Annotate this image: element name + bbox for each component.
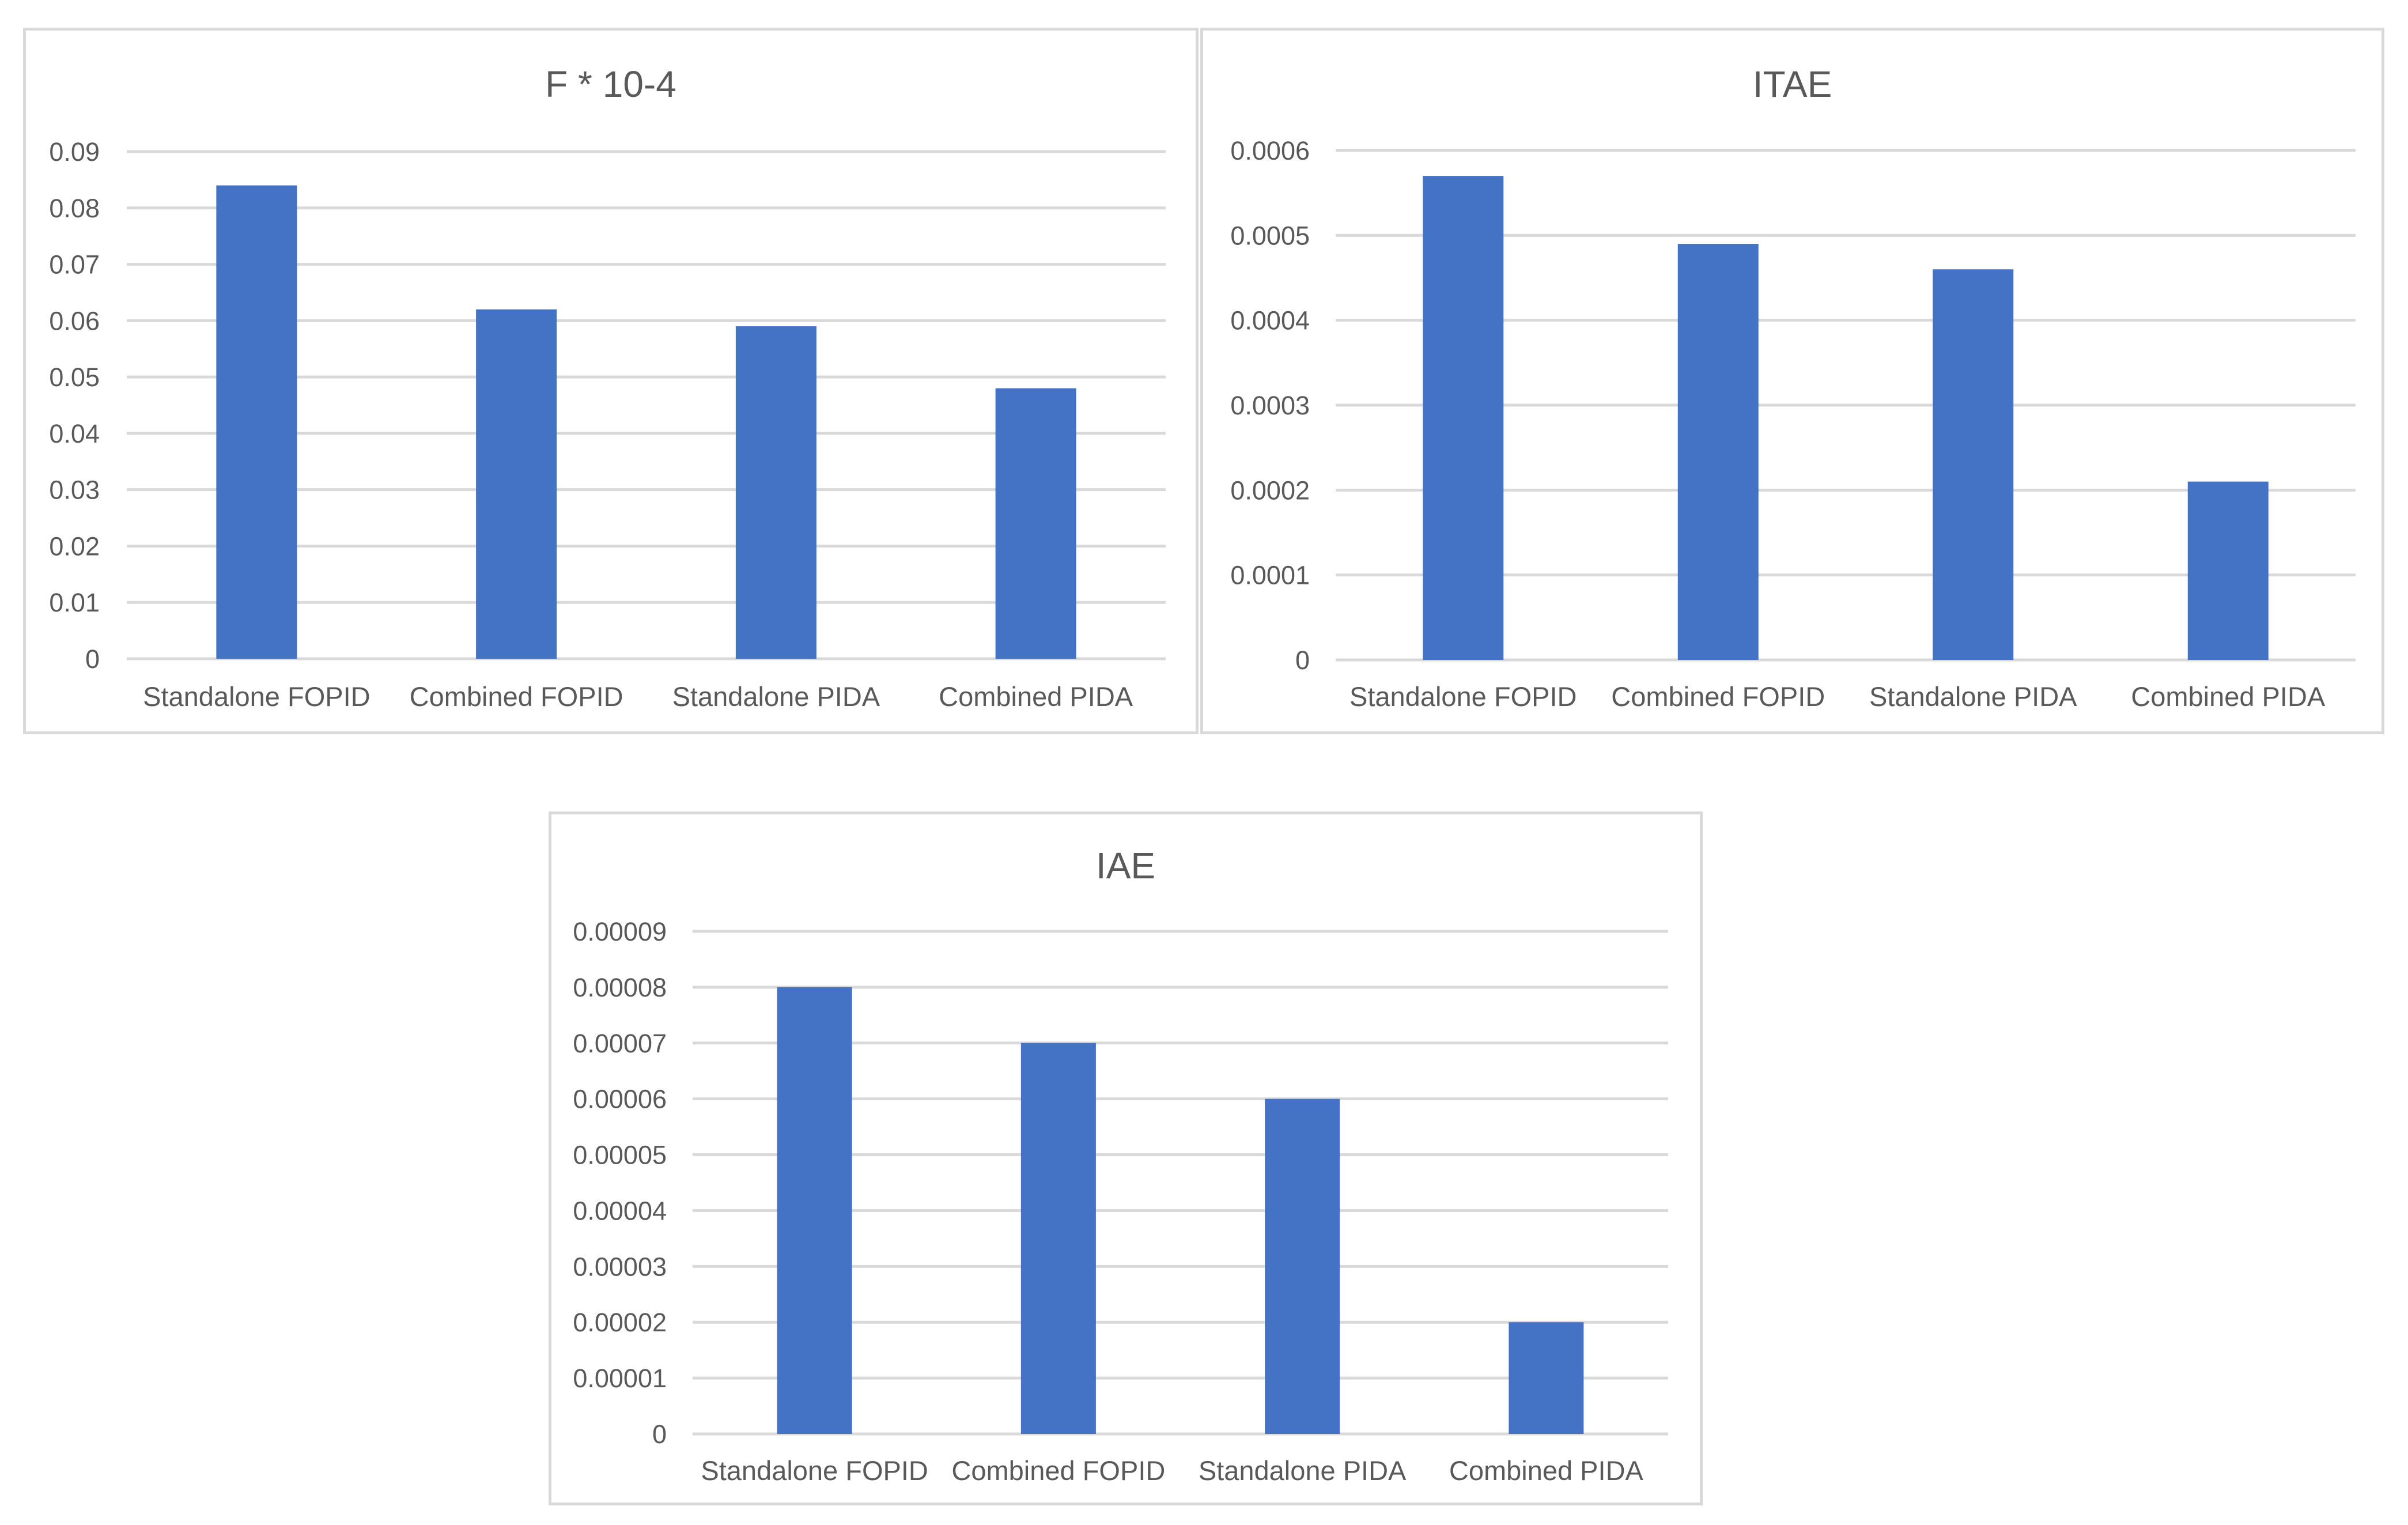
x-category-label: Standalone PIDA: [1869, 681, 2077, 712]
bar: [2187, 481, 2269, 660]
x-category-label: Standalone PIDA: [672, 681, 880, 712]
bar: [1423, 176, 1504, 660]
chart-f-panel: F * 10-4 0 0.01 0.02 0.03 0.04 0.05 0.06 0.07 0.…: [23, 28, 1199, 734]
bar: [777, 987, 852, 1434]
chart-iae-panel: IAE 0 0.00001 0.00002 0.00003 0.00004 0.00005…: [549, 811, 1703, 1505]
y-tick-label: 0.0002: [1230, 475, 1310, 505]
x-category-label: Standalone FOPID: [1349, 681, 1577, 712]
x-category-label: Combined FOPID: [1611, 681, 1825, 712]
y-tick-label: 0.00007: [573, 1029, 667, 1058]
x-category-label: Combined FOPID: [951, 1455, 1165, 1486]
bar: [1677, 244, 1759, 660]
y-tick-label: 0.00001: [573, 1364, 667, 1393]
y-tick-label: 0: [85, 644, 100, 674]
bar: [1265, 1099, 1340, 1434]
y-tick-label: 0.06: [49, 306, 100, 335]
y-tick-label: 0.09: [49, 137, 100, 167]
x-category-label: Standalone FOPID: [701, 1455, 928, 1486]
y-tick-label: 0.00002: [573, 1308, 667, 1337]
y-tick-label: 0.0003: [1230, 391, 1310, 420]
y-tick-label: 0.0001: [1230, 561, 1310, 590]
y-tick-label: 0.00005: [573, 1141, 667, 1170]
y-tick-label: 0.0005: [1230, 221, 1310, 250]
chart-title: IAE: [1095, 845, 1156, 886]
bar: [1933, 269, 2014, 660]
chart-iae-svg: 0 0.00001 0.00002 0.00003 0.00004 0.00005 0.00…: [573, 917, 1668, 1486]
x-category-label: Combined PIDA: [939, 681, 1133, 712]
chart-itae-panel: ITAE 0 0.0001 0.0002 0.0003 0.0004 0.0005 0.00…: [1200, 28, 2384, 734]
chart-f-svg: 0 0.01 0.02 0.03 0.04 0.05 0.06 0.07 0.08 0.09 Sta…: [49, 137, 1166, 712]
bar: [735, 326, 816, 659]
y-tick-label: 0.00008: [573, 973, 667, 1002]
y-tick-label: 0: [652, 1420, 667, 1449]
bar: [1509, 1322, 1584, 1434]
y-tick-label: 0.00004: [573, 1196, 667, 1225]
y-tick-label: 0.02: [49, 531, 100, 561]
y-tick-label: 0: [1295, 646, 1310, 675]
x-category-label: Combined PIDA: [1449, 1455, 1644, 1486]
y-tick-label: 0.01: [49, 588, 100, 617]
y-tick-label: 0.0006: [1230, 136, 1310, 165]
bar: [216, 185, 297, 659]
x-category-label: Standalone FOPID: [143, 681, 371, 712]
y-tick-label: 0.00009: [573, 917, 667, 946]
x-category-label: Combined FOPID: [410, 681, 623, 712]
bar: [1020, 1043, 1096, 1434]
y-tick-label: 0.08: [49, 194, 100, 223]
x-category-label: Combined PIDA: [2131, 681, 2326, 712]
y-tick-label: 0.0004: [1230, 306, 1310, 335]
bar: [995, 388, 1076, 659]
x-category-label: Standalone PIDA: [1199, 1455, 1407, 1486]
y-tick-label: 0.07: [49, 250, 100, 280]
chart-itae-svg: 0 0.0001 0.0002 0.0003 0.0004 0.0005 0.0006 Sta…: [1230, 136, 2356, 712]
chart-title: F * 10-4: [545, 63, 676, 105]
bar: [476, 309, 557, 659]
y-tick-label: 0.03: [49, 475, 100, 505]
y-tick-label: 0.05: [49, 363, 100, 392]
y-tick-label: 0.04: [49, 419, 100, 448]
y-tick-label: 0.00006: [573, 1085, 667, 1114]
y-tick-label: 0.00003: [573, 1252, 667, 1281]
chart-title: ITAE: [1752, 63, 1832, 105]
